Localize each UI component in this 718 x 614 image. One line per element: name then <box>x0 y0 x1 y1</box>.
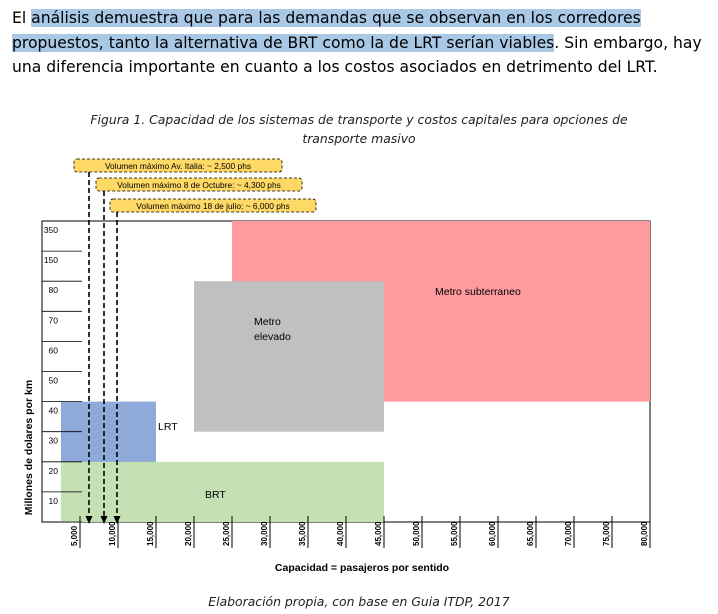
x-tick-label: 5,000 <box>70 525 79 546</box>
volume-arrow <box>100 516 108 524</box>
x-tick-label: 25,000 <box>222 521 231 546</box>
y-tick-label: 40 <box>49 406 59 416</box>
x-tick-label: 50,000 <box>412 521 421 546</box>
y-tick-label: 150 <box>44 255 58 265</box>
volume-label-box <box>109 198 317 213</box>
y-tick-label: 60 <box>49 345 59 355</box>
volume-label: Volumen máximo Av. Italia: ~ 2,500 phs <box>105 161 251 171</box>
paragraph-text: El <box>12 9 32 27</box>
x-tick-label: 75,000 <box>602 521 611 546</box>
region-brt <box>61 461 384 522</box>
x-tick-label: 10,000 <box>108 521 117 546</box>
y-tick-label: 350 <box>44 225 58 235</box>
y-tick-label: 30 <box>49 436 59 446</box>
x-tick-label: 45,000 <box>374 521 383 546</box>
volume-label: Volumen máximo 18 de julio: ~ 6,000 phs <box>136 201 289 211</box>
region-label: elevado <box>254 331 291 343</box>
region-label: LRT <box>158 421 178 433</box>
region-label: Metro subterraneo <box>435 286 521 298</box>
x-tick-label: 15,000 <box>146 521 155 546</box>
y-axis-title: Millones de dolares por km <box>23 380 35 515</box>
figure-caption-line-1: Figura 1. Capacidad de los sistemas de t… <box>90 112 628 127</box>
volume-label-box <box>73 158 283 173</box>
figure-caption-line-2: transporte masivo <box>302 131 416 146</box>
source-caption: Elaboración propia, con base en Guia ITD… <box>208 594 510 609</box>
region-label: BRT <box>205 489 226 501</box>
volume-arrow <box>85 516 93 524</box>
x-tick-label: 55,000 <box>450 521 459 546</box>
x-axis-title: Capacidad = pasajeros por sentido <box>275 562 449 574</box>
x-tick-label: 40,000 <box>336 521 345 546</box>
x-tick-label: 35,000 <box>298 521 307 546</box>
y-tick-label: 20 <box>49 466 59 476</box>
volume-arrow <box>113 516 121 524</box>
x-tick-label: 70,000 <box>564 521 573 546</box>
x-tick-label: 60,000 <box>488 521 497 546</box>
y-tick-label: 70 <box>49 315 59 325</box>
body-paragraph: El análisis demuestra que para las deman… <box>12 6 702 80</box>
y-tick-label: 10 <box>49 496 59 506</box>
paragraph-line-2: propuestos, tanto la alternativa de BRT … <box>12 31 702 56</box>
figure-caption: Figura 1. Capacidad de los sistemas de t… <box>0 110 718 148</box>
x-tick-label: 65,000 <box>526 521 535 546</box>
highlighted-text: análisis demuestra que para las demandas… <box>31 9 641 27</box>
y-tick-label: 50 <box>49 376 59 386</box>
y-tick-label: 80 <box>49 285 59 295</box>
volume-label-box <box>95 177 303 192</box>
x-tick-label: 30,000 <box>260 521 269 546</box>
paragraph-line-1: El análisis demuestra que para las deman… <box>12 6 702 31</box>
region-metro-elevado <box>194 281 384 432</box>
volume-label: Volumen máximo 8 de Octubre: ~ 4,300 phs <box>117 180 281 190</box>
x-tick-label: 20,000 <box>184 521 193 546</box>
highlighted-text: propuestos, tanto la alternativa de BRT … <box>12 33 555 52</box>
paragraph-text: . Sin embargo, hay <box>554 33 702 52</box>
x-tick-label: 80,000 <box>640 521 649 546</box>
paragraph-line-3: una diferencia importante en cuanto a lo… <box>12 58 658 76</box>
region-label: Metro <box>254 316 281 328</box>
